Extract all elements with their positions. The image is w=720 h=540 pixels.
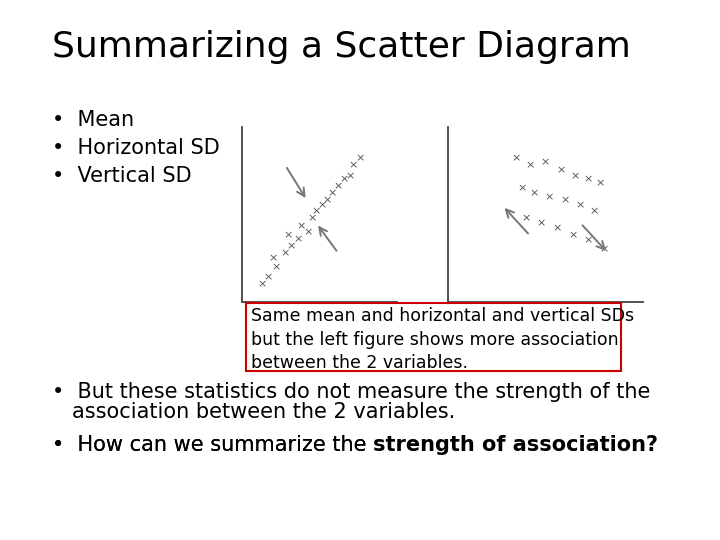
Text: ×: × bbox=[349, 160, 359, 171]
Text: ×: × bbox=[346, 171, 355, 181]
Text: ×: × bbox=[599, 245, 608, 254]
Text: ×: × bbox=[521, 213, 531, 223]
Text: ×: × bbox=[560, 195, 570, 206]
Text: ×: × bbox=[293, 234, 302, 244]
Text: ×: × bbox=[333, 181, 343, 192]
Text: •  Horizontal SD: • Horizontal SD bbox=[52, 138, 220, 158]
Text: ×: × bbox=[512, 153, 521, 164]
Text: ×: × bbox=[584, 174, 593, 185]
Text: ×: × bbox=[576, 201, 585, 211]
Text: ×: × bbox=[557, 166, 566, 176]
Text: ×: × bbox=[258, 280, 267, 289]
Text: ×: × bbox=[304, 227, 313, 237]
Text: ×: × bbox=[307, 213, 316, 223]
Text: ×: × bbox=[340, 174, 349, 185]
Text: ×: × bbox=[529, 188, 539, 199]
Text: ×: × bbox=[312, 206, 321, 216]
Text: ×: × bbox=[271, 262, 281, 272]
Text: Same mean and horizontal and vertical SDs
but the left figure shows more associa: Same mean and horizontal and vertical SD… bbox=[251, 307, 634, 372]
Text: ×: × bbox=[323, 195, 332, 206]
Text: ×: × bbox=[541, 157, 550, 167]
Text: ×: × bbox=[568, 231, 577, 240]
Text: ×: × bbox=[525, 160, 534, 171]
Text: ×: × bbox=[287, 241, 297, 251]
Text: ×: × bbox=[281, 248, 290, 258]
Text: ×: × bbox=[518, 183, 527, 193]
Text: ×: × bbox=[264, 273, 273, 282]
Text: ×: × bbox=[595, 178, 605, 188]
Text: association between the 2 variables.: association between the 2 variables. bbox=[72, 402, 455, 422]
Text: ×: × bbox=[355, 153, 364, 164]
Text: •  But these statistics do not measure the strength of the: • But these statistics do not measure th… bbox=[52, 382, 650, 402]
Text: •  How can we summarize the: • How can we summarize the bbox=[52, 435, 373, 455]
Text: ×: × bbox=[296, 222, 305, 232]
Text: ×: × bbox=[570, 171, 580, 181]
Text: •  How can we summarize the: • How can we summarize the bbox=[52, 435, 373, 455]
Text: Summarizing a Scatter Diagram: Summarizing a Scatter Diagram bbox=[52, 30, 631, 64]
Text: •  Vertical SD: • Vertical SD bbox=[52, 166, 192, 186]
Text: ×: × bbox=[545, 192, 554, 202]
FancyBboxPatch shape bbox=[246, 303, 621, 371]
Text: strength of association?: strength of association? bbox=[373, 435, 658, 455]
Text: ×: × bbox=[318, 201, 328, 211]
Text: ×: × bbox=[590, 206, 599, 216]
Text: ×: × bbox=[584, 236, 593, 246]
Text: ×: × bbox=[327, 188, 336, 199]
Text: •  Mean: • Mean bbox=[52, 110, 134, 130]
Text: ×: × bbox=[284, 231, 293, 240]
Text: ×: × bbox=[537, 218, 546, 228]
Text: ×: × bbox=[269, 253, 278, 263]
Text: ×: × bbox=[552, 224, 562, 233]
